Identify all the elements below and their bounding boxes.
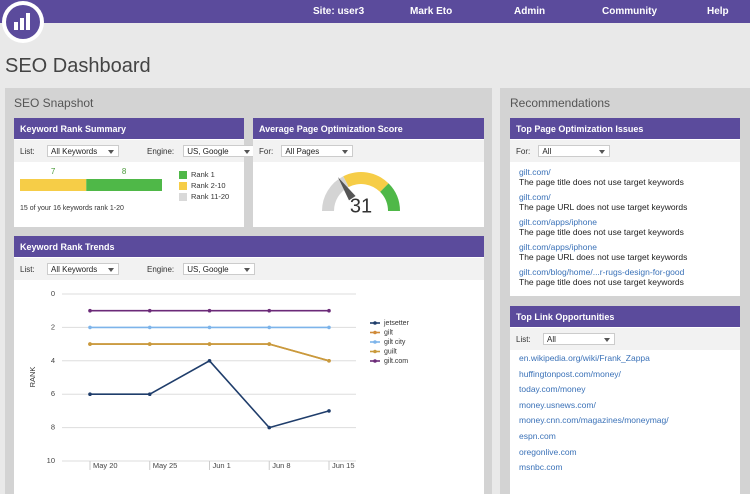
panel-title: Recommendations (510, 96, 611, 110)
panel-title: SEO Snapshot (14, 96, 94, 110)
control-label: Engine: (147, 147, 175, 156)
link-item[interactable]: money.cnn.com/magazines/moneymag/ (519, 415, 669, 426)
issue-url[interactable]: gilt.com/blog/home/...r-rugs-design-for-… (519, 267, 685, 277)
control-label: List: (516, 335, 531, 344)
link-item[interactable]: huffingtonpost.com/money/ (519, 368, 621, 379)
page-title: SEO Dashboard (5, 55, 151, 77)
dropdown[interactable]: US, Google (183, 145, 256, 157)
widget-header: Keyword Rank Trends (14, 236, 484, 257)
nav-item[interactable]: Mark Eto (410, 6, 453, 17)
dropdown[interactable]: All (543, 333, 615, 345)
dropdown[interactable]: All Keywords (47, 145, 119, 157)
issue-text: The page title does not use target keywo… (519, 277, 684, 287)
widget-header: Average Page Optimization Score (253, 118, 484, 139)
nav-item[interactable]: Community (602, 6, 657, 17)
dropdown[interactable]: All (538, 145, 611, 157)
issue-url[interactable]: gilt.com/apps/iphone (519, 217, 597, 227)
link-item[interactable]: en.wikipedia.org/wiki/Frank_Zappa (519, 353, 650, 363)
link-item[interactable]: msnbc.com (519, 462, 563, 473)
issue-text: The page title does not use target keywo… (519, 177, 684, 187)
dropdown[interactable]: US, Google (183, 263, 256, 275)
issue-text: The page URL does not use target keyword… (519, 202, 688, 212)
issue-url[interactable]: gilt.com/ (519, 192, 551, 202)
control-label: List: (20, 147, 35, 156)
dropdown[interactable]: All Keywords (47, 263, 119, 275)
issue-text: The page URL does not use target keyword… (519, 252, 688, 262)
nav-item[interactable]: Help (707, 6, 729, 17)
link-item[interactable]: oregonlive.com (519, 446, 577, 457)
issue-text: The page title does not use target keywo… (519, 227, 684, 237)
top-nav (0, 0, 750, 23)
issue-url[interactable]: gilt.com/apps/iphone (519, 242, 597, 252)
link-item[interactable]: espn.com (519, 431, 556, 441)
logo[interactable] (0, 0, 46, 46)
link-item[interactable]: today.com/money (519, 384, 586, 395)
nav-item[interactable]: Admin (514, 6, 546, 17)
widget-header: Keyword Rank Summary (14, 118, 244, 139)
issue-url[interactable]: gilt.com/ (519, 167, 551, 177)
nav-item[interactable]: Site: user3 (313, 6, 365, 17)
control-label: List: (20, 265, 35, 274)
widget-header: Top Page Optimization Issues (510, 118, 740, 139)
link-item[interactable]: money.usnews.com/ (519, 399, 596, 410)
dropdown[interactable]: All Pages (281, 145, 354, 157)
control-label: Engine: (147, 265, 175, 274)
control-label: For: (259, 147, 274, 156)
widget-header: Top Link Opportunities (510, 306, 740, 327)
control-label: For: (516, 147, 531, 156)
